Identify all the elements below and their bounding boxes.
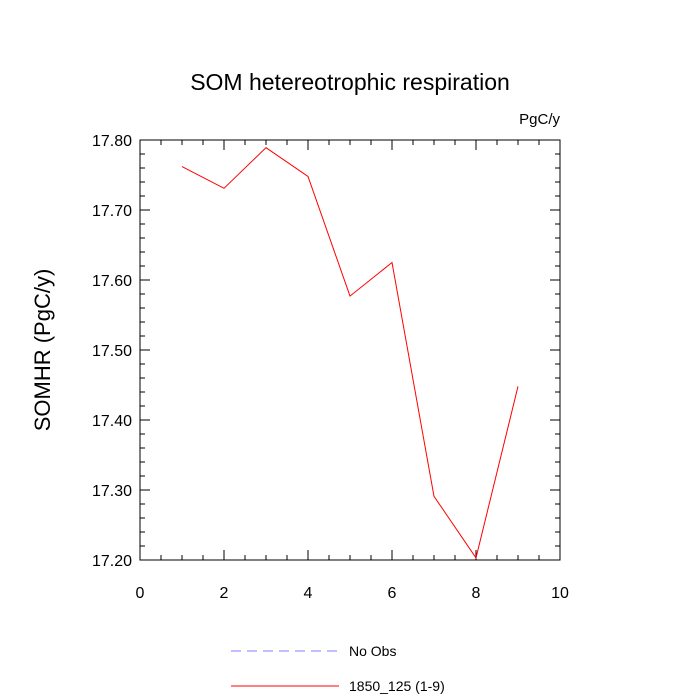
series-layer [181, 147, 519, 560]
legend-label: 1850_125 (1-9) [349, 678, 445, 694]
y-tick-label: 17.50 [92, 343, 132, 360]
y-tick-label: 17.70 [92, 203, 132, 220]
x-axis: 0 2 4 6 8 10 [136, 140, 569, 602]
y-axis-label: SOMHR (PgC/y) [30, 269, 55, 432]
x-tick-label: 4 [304, 585, 313, 602]
x-tick-label: 8 [472, 585, 481, 602]
units-label: PgC/y [519, 111, 560, 128]
plot-frame [139, 139, 561, 561]
x-tick-label: 2 [220, 585, 229, 602]
chart-title: SOM hetereotrophic respiration [190, 69, 510, 95]
x-tick-label: 0 [136, 585, 145, 602]
y-tick-label: 17.80 [92, 133, 132, 150]
y-tick-label: 17.30 [92, 483, 132, 500]
y-tick-label: 17.60 [92, 273, 132, 290]
legend-label: No Obs [349, 643, 396, 659]
x-tick-label: 6 [388, 585, 397, 602]
legend: No Obs 1850_125 (1-9) [231, 643, 445, 694]
y-tick-label: 17.40 [92, 413, 132, 430]
y-axis: 17.20 17.30 17.40 17.50 17.60 17.70 17.80 [92, 133, 560, 570]
y-tick-label: 17.20 [92, 553, 132, 570]
x-tick-label: 10 [551, 585, 569, 602]
series-line [181, 147, 519, 560]
